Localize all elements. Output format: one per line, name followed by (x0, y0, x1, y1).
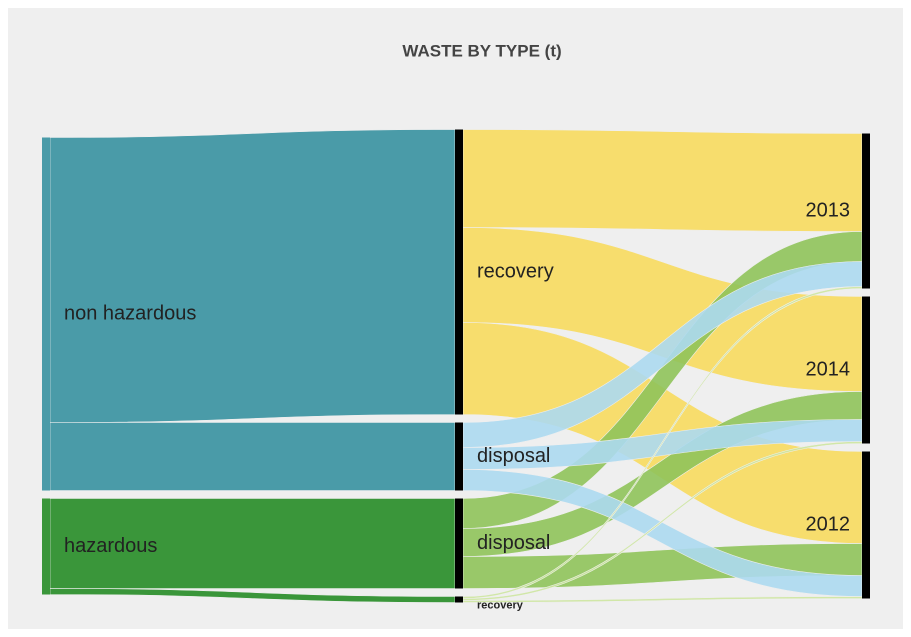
node (42, 137, 50, 491)
node-label: recovery (477, 260, 554, 282)
link (462, 129, 863, 232)
chart-title: WASTE BY TYPE (t) (402, 41, 561, 60)
node (455, 498, 463, 589)
node-label: disposal (477, 445, 550, 467)
node (862, 296, 870, 444)
node-label: hazardous (64, 535, 157, 557)
node-label: non hazardous (64, 302, 196, 324)
nodes: non hazardous hazardous recovery disposal di… (42, 129, 870, 611)
node-label: 2013 (806, 199, 851, 221)
node-label: 2014 (806, 358, 851, 380)
node (862, 133, 870, 289)
node (455, 422, 463, 491)
node-label: recovery (477, 599, 524, 611)
link (49, 129, 456, 423)
links (49, 129, 863, 603)
link (49, 422, 456, 491)
node (455, 129, 463, 415)
node-label: disposal (477, 532, 550, 554)
node-label: 2012 (806, 513, 851, 535)
node (42, 498, 50, 595)
node (455, 596, 463, 603)
node (862, 451, 870, 599)
